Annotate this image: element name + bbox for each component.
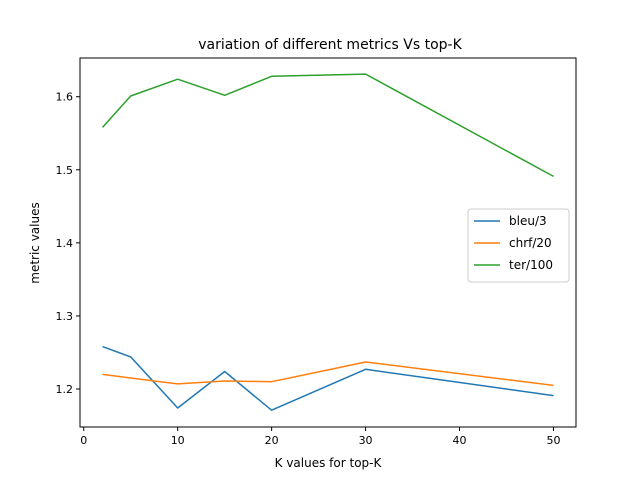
legend-label: chrf/20 xyxy=(509,236,552,250)
chart-title: variation of different metrics Vs top-K xyxy=(198,37,462,53)
x-tick-label: 0 xyxy=(80,434,87,447)
x-tick-label: 20 xyxy=(265,434,279,447)
y-tick-label: 1.3 xyxy=(56,310,74,323)
series-line-0 xyxy=(102,345,554,411)
x-tick-label: 30 xyxy=(359,434,373,447)
y-tick-label: 1.2 xyxy=(56,383,74,396)
y-tick-label: 1.5 xyxy=(56,164,74,177)
series-line-2 xyxy=(101,73,554,178)
plot-area-frame xyxy=(79,57,577,428)
y-tick-label: 1.6 xyxy=(56,91,74,104)
x-tick-label: 10 xyxy=(171,434,185,447)
legend: bleu/3 chrf/20 ter/100 xyxy=(467,208,570,283)
legend-box xyxy=(467,208,570,283)
x-tick-label: 40 xyxy=(453,434,467,447)
legend-label: ter/100 xyxy=(509,258,553,272)
x-tick-label: 50 xyxy=(546,434,560,447)
legend-label: bleu/3 xyxy=(509,214,547,228)
series-lines xyxy=(101,73,554,411)
x-axis-label: K values for top-K xyxy=(275,456,383,470)
axis-ticks: 0 10 20 30 40 50 1.2 1.3 1.4 1.5 1.6 xyxy=(56,91,561,447)
series-line-1 xyxy=(102,361,554,387)
y-tick-label: 1.4 xyxy=(56,237,74,250)
y-axis-label: metric values xyxy=(28,202,42,284)
